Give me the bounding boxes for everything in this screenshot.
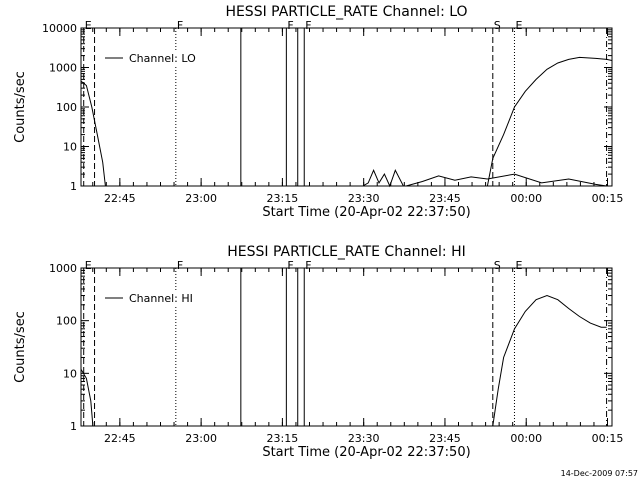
x-tick-label: 23:30 <box>348 432 380 445</box>
event-marker-label: E <box>85 259 92 272</box>
x-tick-label: 22:45 <box>104 432 136 445</box>
series-line-late <box>486 56 613 187</box>
event-marker-label: F <box>177 259 183 272</box>
footer-timestamp: 14-Dec-2009 07:57 <box>561 469 638 478</box>
y-tick-label: 1000 <box>49 262 77 275</box>
y-tick-label: 1 <box>70 180 77 193</box>
chart-title: HESSI PARTICLE_RATE Channel: LO <box>225 4 467 20</box>
event-marker-label: S <box>494 259 501 272</box>
event-marker-label: F <box>305 19 311 32</box>
x-tick-label: 23:45 <box>429 192 461 205</box>
legend-label: Channel: HI <box>129 292 193 305</box>
y-tick-label: 1000 <box>49 62 77 75</box>
series-line <box>80 80 607 188</box>
legend-background <box>103 51 191 65</box>
chart-title: HESSI PARTICLE_RATE Channel: HI <box>227 244 465 260</box>
x-tick-label: 00:00 <box>510 432 542 445</box>
y-axis-label: Counts/sec <box>13 71 28 143</box>
y-axis-label: Counts/sec <box>13 311 28 383</box>
x-tick-label: 00:00 <box>510 192 542 205</box>
legend-label: Channel: LO <box>129 52 196 65</box>
y-tick-label: 10000 <box>42 22 77 35</box>
y-tick-label: 10 <box>63 367 77 380</box>
x-tick-label: 23:15 <box>267 192 299 205</box>
chart-panel-2: HESSI PARTICLE_RATE Channel: HI 1 10 100 100… <box>13 244 623 460</box>
event-marker-label: E <box>515 19 522 32</box>
event-marker-label: F <box>305 259 311 272</box>
event-marker-label: E <box>85 19 92 32</box>
y-tick-label: 100 <box>56 101 77 114</box>
event-marker-label: F <box>177 19 183 32</box>
event-marker-label: E <box>515 259 522 272</box>
x-tick-label: 23:15 <box>267 432 299 445</box>
x-tick-label: 23:45 <box>429 432 461 445</box>
chart-panel-1: HESSI PARTICLE_RATE Channel: LO 1 10 100 100… <box>13 4 623 220</box>
x-tick-label: 22:45 <box>104 192 136 205</box>
event-marker-label: F <box>287 259 293 272</box>
x-axis-label: Start Time (20-Apr-02 22:37:50) <box>262 445 470 460</box>
x-tick-label: 00:15 <box>592 432 624 445</box>
y-tick-label: 1 <box>70 420 77 433</box>
x-tick-label: 00:15 <box>592 192 624 205</box>
event-marker-label: S <box>494 19 501 32</box>
y-tick-label: 10 <box>63 141 77 154</box>
x-tick-label: 23:30 <box>348 192 380 205</box>
legend-background <box>103 291 191 305</box>
x-axis-label: Start Time (20-Apr-02 22:37:50) <box>262 205 470 220</box>
x-tick-label: 23:00 <box>185 432 217 445</box>
y-tick-label: 100 <box>56 315 77 328</box>
event-marker-label: F <box>287 19 293 32</box>
x-tick-label: 23:00 <box>185 192 217 205</box>
series-line <box>80 294 607 427</box>
